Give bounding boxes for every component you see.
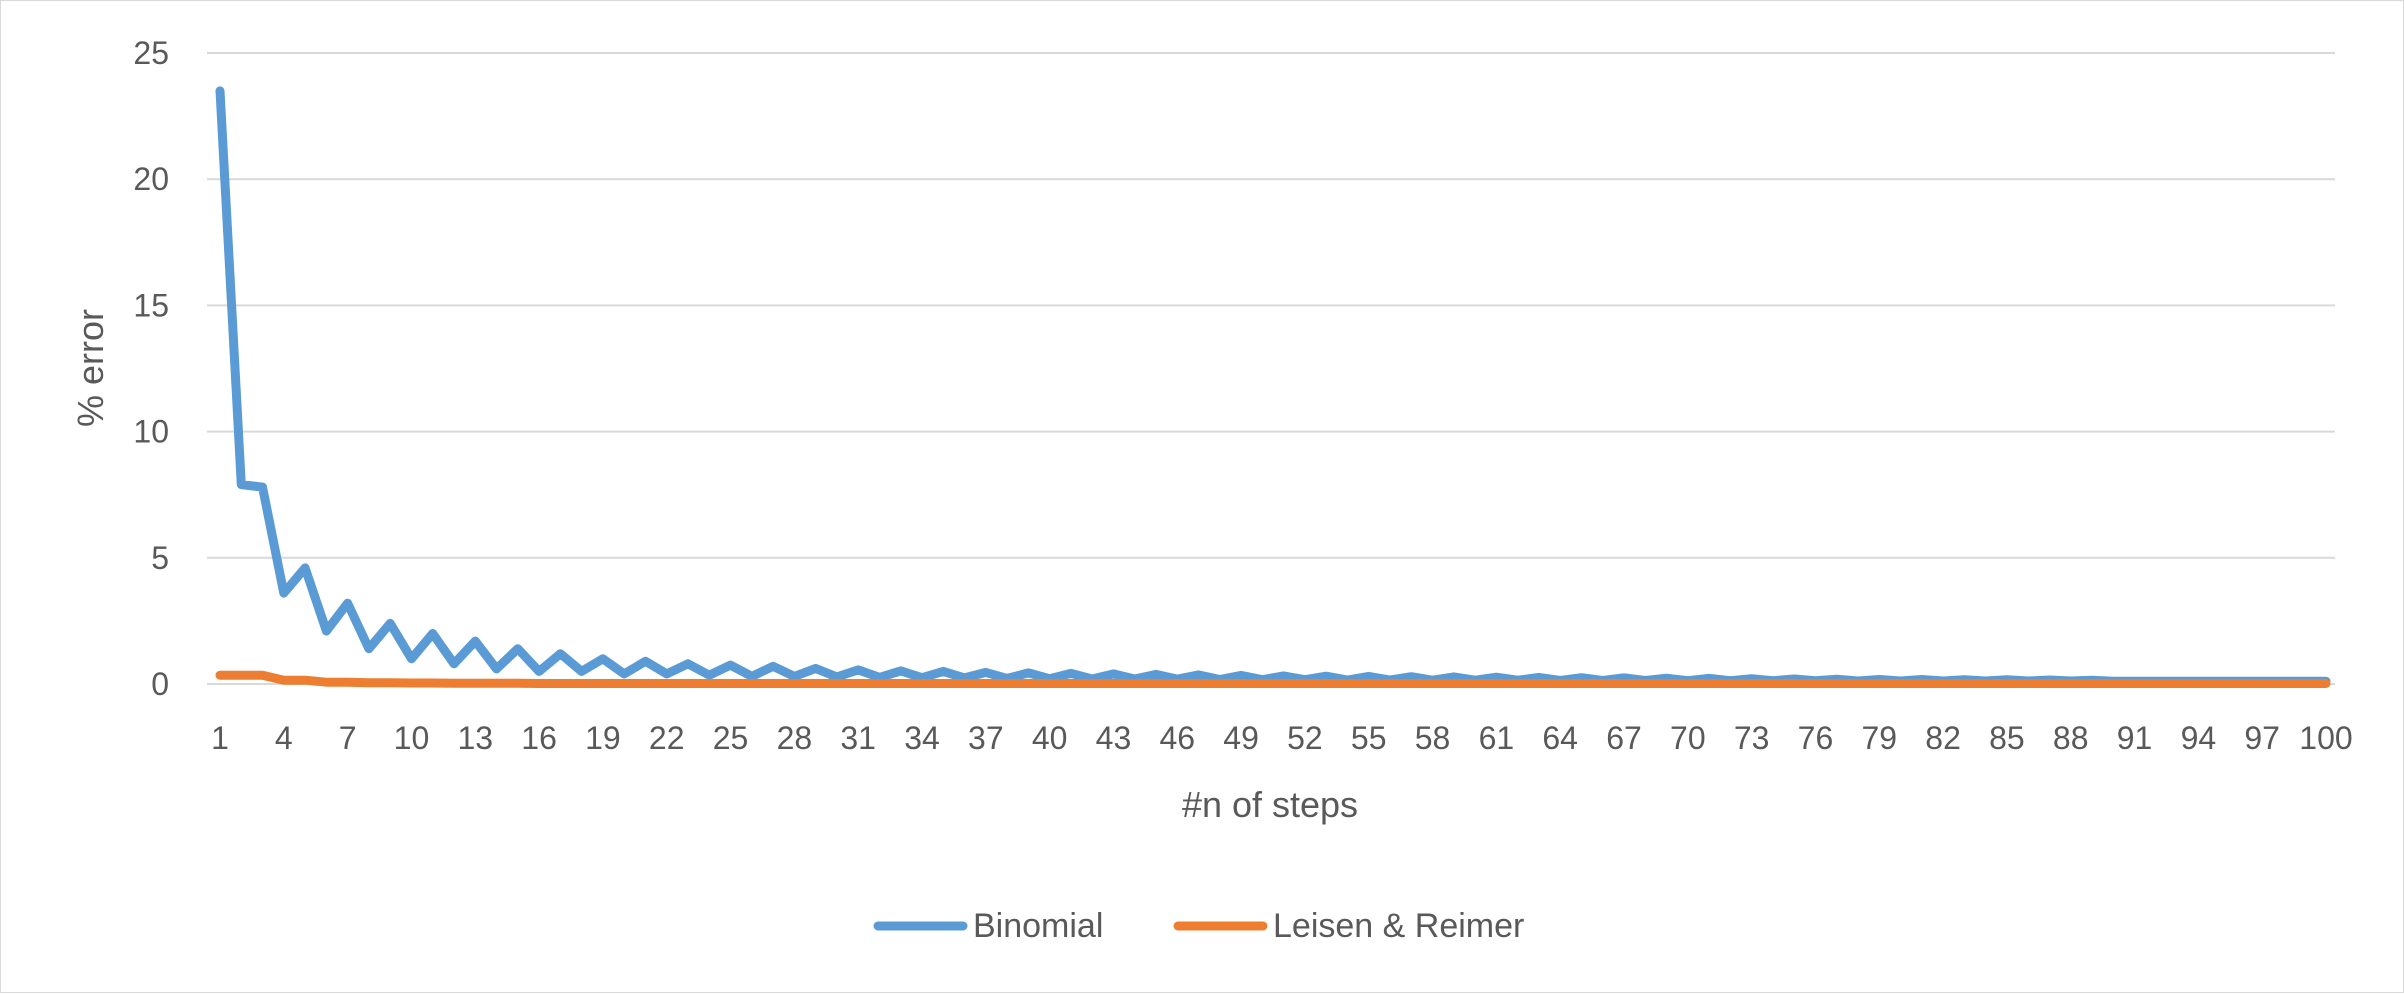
x-tick-label: 79 bbox=[1861, 720, 1897, 756]
x-tick-label: 22 bbox=[649, 720, 685, 756]
x-axis-title: #n of steps bbox=[1182, 784, 1358, 825]
y-axis-ticks: 0 5 10 15 20 25 bbox=[133, 35, 169, 702]
x-tick-label: 31 bbox=[840, 720, 876, 756]
y-tick-label: 15 bbox=[133, 287, 169, 323]
legend: Binomial Leisen & Reimer bbox=[873, 907, 1524, 945]
x-tick-label: 100 bbox=[2299, 720, 2352, 756]
y-tick-label: 10 bbox=[133, 414, 169, 450]
y-tick-label: 5 bbox=[151, 540, 169, 576]
x-tick-label: 76 bbox=[1798, 720, 1834, 756]
x-tick-label: 67 bbox=[1606, 720, 1642, 756]
x-tick-label: 40 bbox=[1032, 720, 1068, 756]
legend-label-binomial: Binomial bbox=[973, 907, 1103, 945]
x-tick-label: 88 bbox=[2053, 720, 2089, 756]
x-tick-label: 19 bbox=[585, 720, 621, 756]
x-tick-label: 85 bbox=[1989, 720, 2025, 756]
x-tick-label: 13 bbox=[457, 720, 493, 756]
x-tick-label: 34 bbox=[904, 720, 940, 756]
y-tick-label: 25 bbox=[133, 35, 169, 71]
x-tick-label: 25 bbox=[713, 720, 749, 756]
x-tick-label: 1 bbox=[211, 720, 229, 756]
x-tick-label: 37 bbox=[968, 720, 1004, 756]
x-tick-label: 43 bbox=[1096, 720, 1132, 756]
x-tick-label: 52 bbox=[1287, 720, 1323, 756]
x-tick-label: 70 bbox=[1670, 720, 1706, 756]
x-tick-label: 73 bbox=[1734, 720, 1770, 756]
y-axis-title: % error bbox=[70, 309, 111, 427]
gridlines bbox=[207, 52, 2335, 685]
x-tick-label: 28 bbox=[777, 720, 813, 756]
x-axis-ticks: 1 4 7 10 13 16 19 22 25 28 31 34 37 40 43 46 49 52 55 58 61 6… bbox=[211, 720, 2353, 756]
x-tick-label: 64 bbox=[1542, 720, 1578, 756]
x-tick-label: 94 bbox=[2181, 720, 2217, 756]
x-tick-label: 58 bbox=[1415, 720, 1451, 756]
x-tick-label: 82 bbox=[1925, 720, 1961, 756]
x-tick-label: 10 bbox=[394, 720, 430, 756]
x-tick-label: 49 bbox=[1223, 720, 1259, 756]
legend-label-leisen-reimer: Leisen & Reimer bbox=[1273, 907, 1524, 945]
series-lines bbox=[215, 86, 2331, 688]
y-tick-label: 0 bbox=[151, 666, 169, 702]
x-tick-label: 61 bbox=[1479, 720, 1515, 756]
y-tick-label: 20 bbox=[133, 161, 169, 197]
x-tick-label: 55 bbox=[1351, 720, 1387, 756]
x-tick-label: 7 bbox=[339, 720, 357, 756]
x-tick-label: 16 bbox=[521, 720, 557, 756]
x-tick-label: 97 bbox=[2244, 720, 2280, 756]
x-tick-label: 91 bbox=[2117, 720, 2153, 756]
series-line-leisen-reimer bbox=[215, 670, 2331, 688]
x-tick-label: 4 bbox=[275, 720, 293, 756]
x-tick-label: 46 bbox=[1159, 720, 1195, 756]
